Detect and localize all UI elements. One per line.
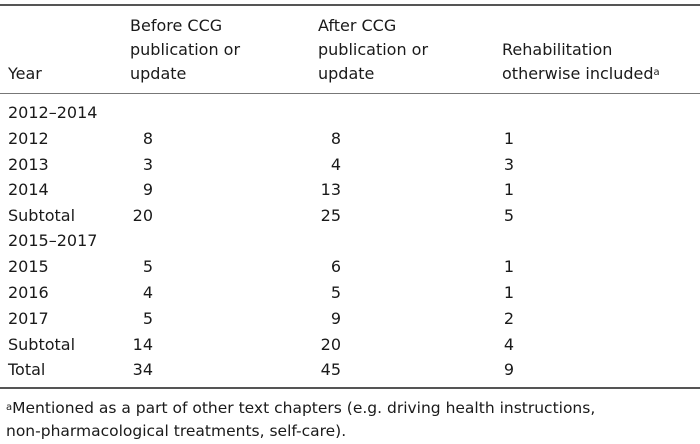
cell-before: 20 — [132, 206, 153, 225]
cell-after: 4 — [330, 155, 341, 174]
header-rehab-footnote-marker: a — [653, 67, 660, 78]
cell-before: 4 — [142, 283, 153, 302]
cell-year: Total — [8, 360, 46, 379]
cell-after: 6 — [330, 257, 341, 276]
cell-rehab: 1 — [503, 129, 514, 148]
header-rehab-line-2: otherwise includeda — [502, 62, 660, 86]
cell-before: 34 — [132, 360, 153, 379]
header-rehab: Rehabilitation otherwise includeda — [502, 38, 660, 86]
cell-year: Subtotal — [8, 206, 76, 225]
header-after-line-3: update — [318, 64, 375, 83]
table-header-rule — [0, 93, 700, 94]
cell-year: 2013 — [8, 155, 49, 174]
cell-before: 5 — [142, 309, 153, 328]
cell-before: 5 — [142, 257, 153, 276]
cell-after: 8 — [330, 129, 341, 148]
header-rehab-line-1: Rehabilitation — [502, 40, 613, 59]
footnote-marker: a — [6, 402, 13, 413]
cell-year: Subtotal — [8, 335, 76, 354]
cell-after: 20 — [320, 335, 341, 354]
cell-year: 2012–2014 — [8, 103, 98, 122]
cell-after: 9 — [330, 309, 341, 328]
table-bottom-rule — [0, 387, 700, 389]
cell-rehab: 1 — [503, 283, 514, 302]
cell-rehab: 3 — [503, 155, 514, 174]
cell-year: 2015–2017 — [8, 231, 98, 250]
cell-rehab: 1 — [503, 180, 514, 199]
header-rehab-line-2-text: otherwise included — [502, 64, 654, 83]
header-after-line-2: publication or — [318, 40, 429, 59]
cell-year: 2014 — [8, 180, 49, 199]
cell-before: 3 — [142, 155, 153, 174]
cell-year: 2015 — [8, 257, 49, 276]
cell-year: 2016 — [8, 283, 49, 302]
header-before-line-1: Before CCG — [130, 16, 223, 35]
cell-rehab: 2 — [503, 309, 514, 328]
footnote-line-1: aMentioned as a part of other text chapt… — [6, 397, 595, 420]
header-before-line-3: update — [130, 64, 187, 83]
table-top-rule — [0, 4, 700, 6]
cell-year: 2012 — [8, 129, 49, 148]
footnote-line-2: non-pharmacological treatments, self-car… — [6, 422, 347, 440]
cell-after: 13 — [320, 180, 341, 199]
cell-rehab: 9 — [503, 360, 514, 379]
footnote-line-1-text: Mentioned as a part of other text chapte… — [12, 399, 596, 417]
cell-rehab: 5 — [503, 206, 514, 225]
header-after: After CCG publication or update — [318, 14, 428, 86]
cell-after: 45 — [320, 360, 341, 379]
footnote: aMentioned as a part of other text chapt… — [6, 397, 595, 443]
cell-rehab: 4 — [503, 335, 514, 354]
cell-rehab: 1 — [503, 257, 514, 276]
cell-after: 5 — [330, 283, 341, 302]
cell-before: 9 — [142, 180, 153, 199]
header-before-line-2: publication or — [130, 40, 241, 59]
cell-after: 25 — [320, 206, 341, 225]
header-after-line-1: After CCG — [318, 16, 397, 35]
cell-year: 2017 — [8, 309, 49, 328]
cell-before: 8 — [142, 129, 153, 148]
cell-before: 14 — [132, 335, 153, 354]
header-before: Before CCG publication or update — [130, 14, 240, 86]
header-year: Year — [8, 64, 42, 83]
